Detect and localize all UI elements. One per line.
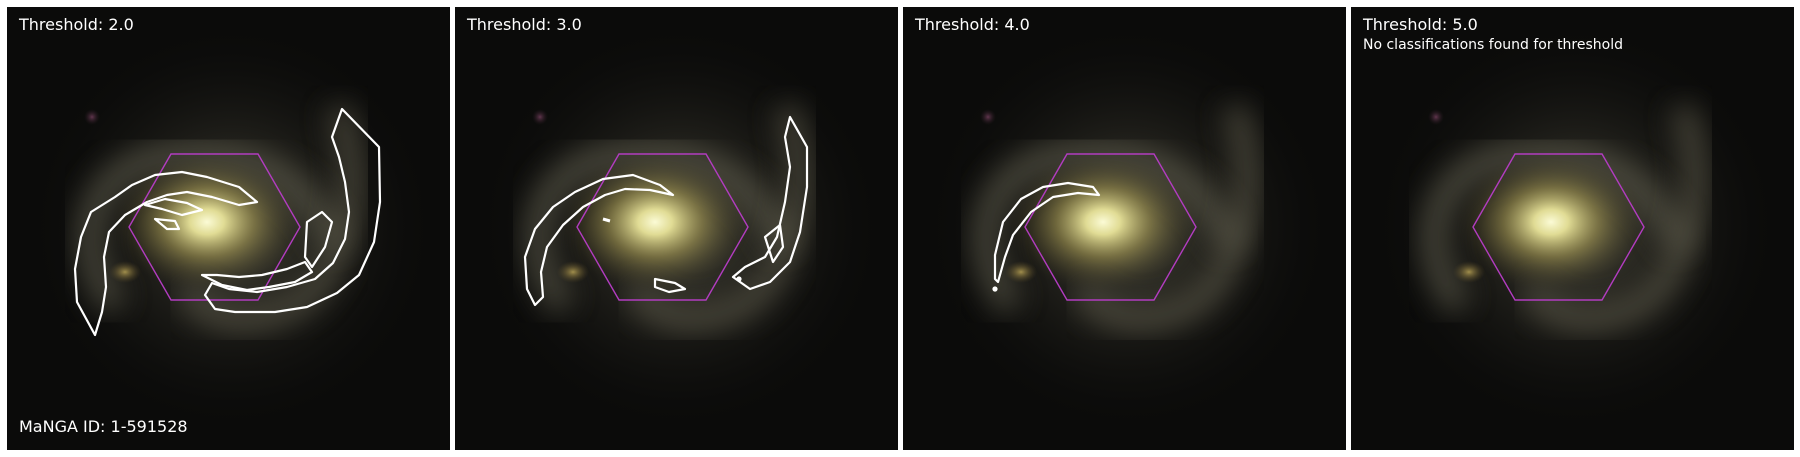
threshold-label: Threshold: 3.0 (467, 15, 582, 34)
ifu-hexagon (576, 153, 749, 301)
manga-id-label: MaNGA ID: 1-591528 (19, 417, 188, 436)
threshold-label: Threshold: 5.0 (1363, 15, 1478, 34)
ifu-hexagon (128, 153, 301, 301)
galaxy-panel-2: Threshold: 3.0 (455, 7, 898, 450)
galaxy-image (7, 7, 450, 450)
arm-contours (73, 107, 382, 337)
arm-contours (992, 181, 1101, 292)
galaxy-image (1351, 7, 1794, 450)
galaxy-image (455, 7, 898, 450)
threshold-label: Threshold: 4.0 (915, 15, 1030, 34)
threshold-label: Threshold: 2.0 (19, 15, 134, 34)
galaxy-panel-1: Threshold: 2.0 MaNGA ID: 1-591528 (7, 7, 450, 450)
galaxy-panel-3: Threshold: 4.0 (903, 7, 1346, 450)
galaxy-panel-4: Threshold: 5.0 No classifications found … (1351, 7, 1794, 450)
no-classification-message: No classifications found for threshold (1363, 37, 1623, 53)
ifu-hexagon (1472, 153, 1645, 301)
galaxy-image (903, 7, 1346, 450)
arm-contours (523, 115, 809, 307)
ifu-hexagon (1024, 153, 1197, 301)
